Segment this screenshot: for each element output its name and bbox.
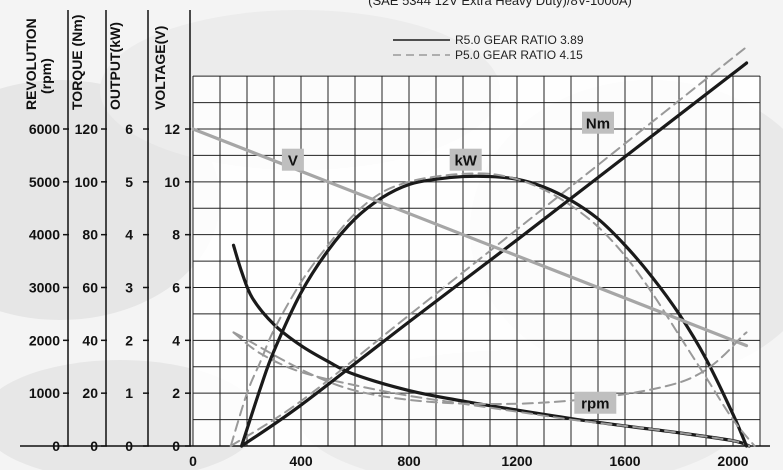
- series-line-torque-p50: [229, 45, 748, 447]
- y-tick-label-torque: 40: [82, 332, 98, 348]
- y-tick-label-rpm: 3000: [29, 280, 60, 296]
- curve-label-nm: Nm: [586, 116, 610, 133]
- curve-label-kw: kW: [454, 153, 477, 170]
- y-tick-label-output: 3: [125, 280, 133, 296]
- y-tick-label-voltage: 4: [172, 332, 180, 348]
- series-line-output-r50: [240, 174, 749, 448]
- y-tick-label-rpm: 4000: [29, 227, 60, 243]
- y-tick-label-voltage: 2: [172, 385, 180, 401]
- x-tick-label: 1600: [609, 453, 640, 469]
- y-tick-label-output: 4: [125, 227, 133, 243]
- y-tick-label-output: 2: [125, 332, 133, 348]
- y-tick-label-torque: 120: [75, 121, 99, 137]
- y-tick-label-rpm: 5000: [29, 174, 60, 190]
- curve-label-bg: [582, 111, 614, 134]
- series: [191, 45, 756, 448]
- y-tick-label-output: 1: [125, 385, 133, 401]
- series-line-torque-r50: [240, 61, 749, 448]
- y-tick-label-rpm: 1000: [29, 385, 60, 401]
- axes: 0 400 800 1200 1600 2000010002000300040005000…: [20, 10, 770, 469]
- x-tick-label: 2000: [717, 453, 748, 469]
- series-line-rpm-r50: [231, 243, 751, 448]
- x-tick-label: 400: [289, 453, 313, 469]
- curve-label-v: V: [288, 153, 298, 170]
- y-tick-label-rpm: 2000: [29, 332, 60, 348]
- axis-title-torque: TORQUE (Nm): [69, 15, 85, 110]
- y-tick-label-torque: 80: [82, 227, 98, 243]
- y-tick-label-output: 5: [125, 174, 133, 190]
- curve-label-bg: [281, 148, 304, 171]
- legend-label: P5.0 GEAR RATIO 4.15: [455, 48, 583, 62]
- x-tick-label: 1200: [501, 453, 532, 469]
- x-tick-label: 800: [397, 453, 421, 469]
- y-tick-label-rpm: 0: [52, 438, 60, 454]
- y-tick-label-torque: 20: [82, 385, 98, 401]
- curve-label-bg: [449, 148, 482, 171]
- y-tick-label-voltage: 12: [164, 121, 180, 137]
- y-tick-label-rpm: 6000: [29, 121, 60, 137]
- y-tick-label-torque: 60: [82, 280, 98, 296]
- curve-label-bg: [574, 391, 617, 414]
- axis-title-voltage: VOLTAGE(V): [152, 26, 168, 110]
- legend-label: R5.0 GEAR RATIO 3.89: [455, 33, 584, 47]
- series-line-rpm-p50: [232, 331, 751, 447]
- curve-label-rpm: rpm: [581, 396, 609, 413]
- y-tick-label-torque: 0: [90, 438, 98, 454]
- y-tick-label-output: 0: [125, 438, 133, 454]
- y-tick-label-voltage: 10: [164, 174, 180, 190]
- axis-title-output: OUTPUT(kW): [107, 22, 123, 110]
- chart-title: (SAE 5344 12V Extra Heavy Duty)/8V-1000A…: [368, 0, 632, 8]
- x-tick-label: 0: [189, 453, 197, 469]
- series-line-voltage-p50: [232, 331, 748, 406]
- y-tick-label-torque: 100: [75, 174, 99, 190]
- axis-title-rpm: REVOLUTION(rpm): [23, 18, 54, 110]
- y-tick-label-voltage: 8: [172, 227, 180, 243]
- y-tick-label-voltage: 0: [172, 438, 180, 454]
- y-tick-label-output: 6: [125, 121, 133, 137]
- y-tick-label-voltage: 6: [172, 280, 180, 296]
